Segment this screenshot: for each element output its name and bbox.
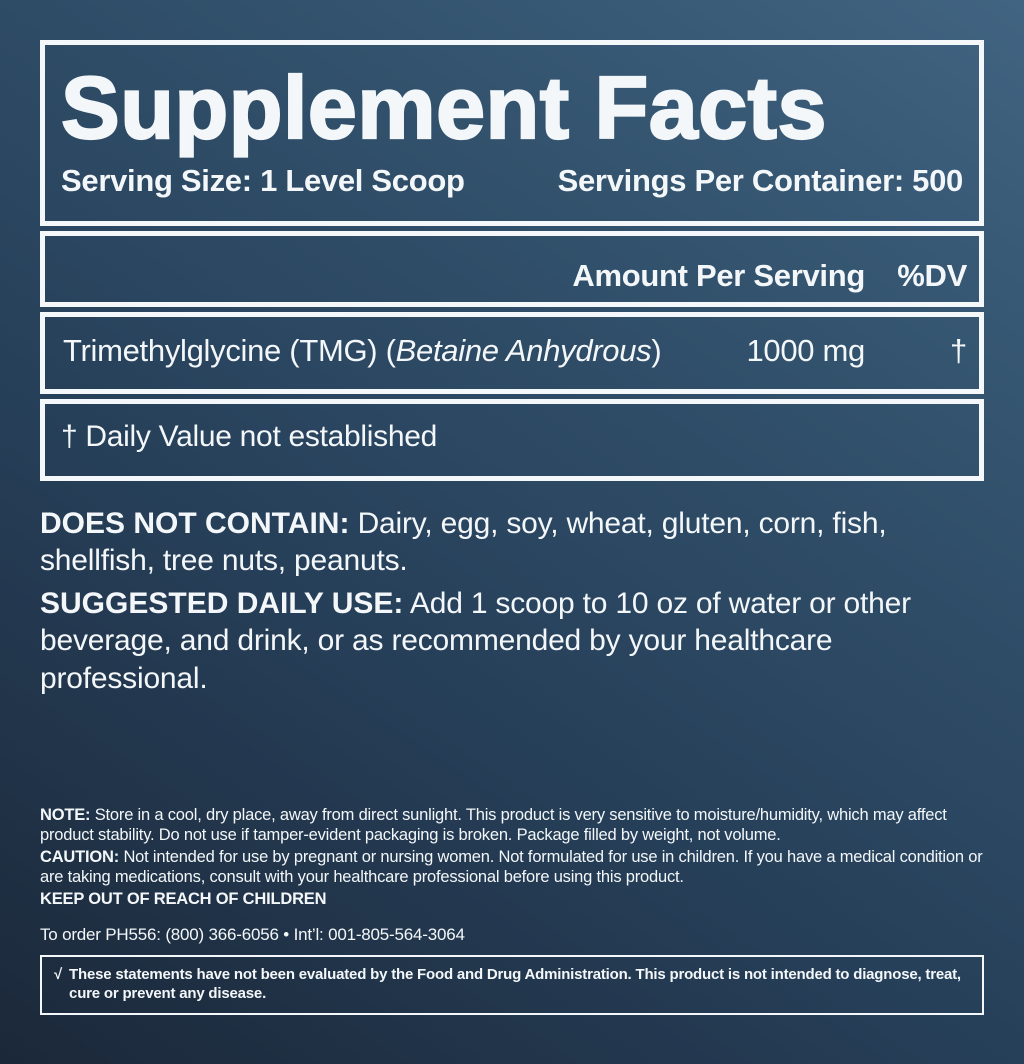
caution-text: Not intended for use by pregnant or nurs…: [40, 847, 983, 887]
dv-header: %DV: [897, 257, 967, 293]
ingredient-dv-dagger: †: [950, 332, 967, 368]
serving-info-row: Serving Size: 1 Level Scoop Servings Per…: [61, 163, 963, 199]
fda-disclaimer-box: √ These statements have not been evaluat…: [40, 955, 984, 1016]
amount-per-serving-header: Amount Per Serving: [572, 257, 865, 293]
suggested-daily-use-paragraph: SUGGESTED DAILY USE: Add 1 scoop to 10 o…: [40, 585, 984, 697]
ingredient-name-suffix: ): [651, 332, 662, 368]
ingredient-row: Trimethylglycine (TMG) (Betaine Anhydrou…: [40, 311, 984, 394]
suggested-daily-use-text: Add 1 scoop to 10 oz of water or other b…: [40, 587, 911, 695]
footnote-box: † Daily Value not established: [40, 398, 984, 481]
note-text: Store in a cool, dry place, away from di…: [40, 805, 947, 844]
ingredient-name: Trimethylglycine (TMG) (Betaine Anhydrou…: [45, 333, 746, 369]
does-not-contain-label: DOES NOT CONTAIN:: [40, 506, 350, 540]
servings-per-container-text: Servings Per Container: 500: [557, 162, 964, 198]
daily-value-footnote: † Daily Value not established: [61, 419, 437, 453]
caution-paragraph: CAUTION: Not intended for use by pregnan…: [40, 847, 984, 887]
does-not-contain-text: Dairy, egg, soy, wheat, gluten, corn, fi…: [40, 506, 887, 577]
caution-label: CAUTION:: [40, 847, 120, 866]
ingredient-columns: Trimethylglycine (TMG) (Betaine Anhydrou…: [45, 333, 979, 369]
panel-title: Supplement Facts: [60, 58, 828, 157]
header-columns: Amount Per Serving %DV: [45, 258, 979, 294]
does-not-contain-paragraph: DOES NOT CONTAIN: Dairy, egg, soy, wheat…: [40, 505, 984, 579]
fda-disclaimer-text: These statements have not been evaluated…: [69, 966, 961, 1003]
note-paragraph: NOTE: Store in a cool, dry place, away f…: [40, 805, 984, 845]
ingredient-name-italic: Betaine Anhydrous: [395, 332, 652, 368]
keep-out-warning: KEEP OUT OF REACH OF CHILDREN: [40, 890, 327, 909]
supplement-label: Supplement Facts Serving Size: 1 Level S…: [0, 40, 1024, 1064]
serving-size-text: Serving Size: 1 Level Scoop: [61, 162, 465, 198]
note-label: NOTE:: [40, 805, 91, 824]
facts-header-box: Supplement Facts Serving Size: 1 Level S…: [40, 40, 984, 226]
suggested-daily-use-label: SUGGESTED DAILY USE:: [40, 587, 404, 621]
check-mark-icon: √: [54, 966, 63, 984]
order-info: To order PH556: (800) 366-6056 • Int’l: …: [40, 925, 465, 945]
ingredient-amount: 1000 mg: [746, 332, 865, 368]
fine-print-block: NOTE: Store in a cool, dry place, away f…: [40, 805, 984, 910]
amount-header-box: Amount Per Serving %DV: [40, 230, 984, 307]
ingredient-name-prefix: Trimethylglycine (TMG) (: [63, 332, 396, 368]
